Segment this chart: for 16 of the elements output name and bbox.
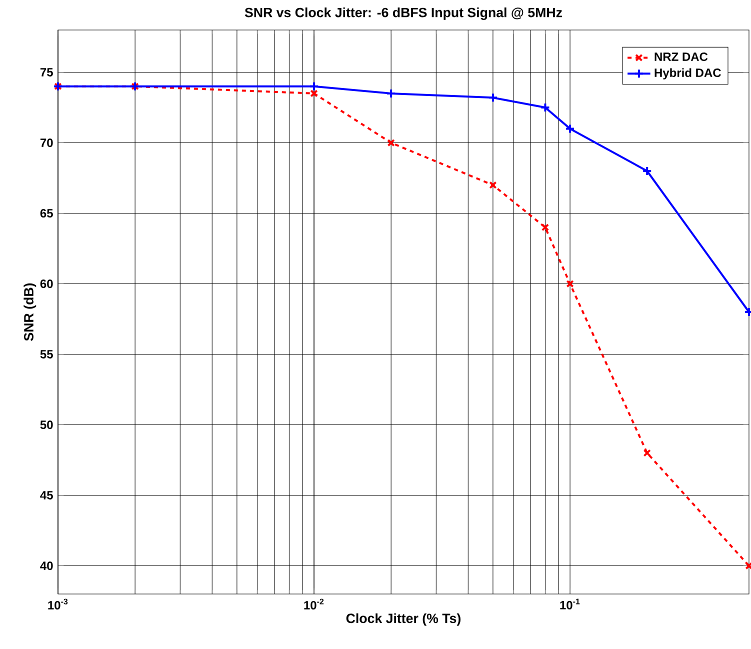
y-tick-label: 50	[40, 420, 53, 430]
y-tick-label: 60	[40, 280, 53, 288]
x-axis-title: Clock Jitter (% Ts)	[346, 613, 460, 626]
y-tick-label: 55	[40, 350, 53, 358]
legend-label: Hybrid DAC	[654, 68, 721, 80]
y-tick-label: 45	[40, 491, 53, 500]
x-tick-label: 10$^{-3}$	[48, 598, 68, 610]
x-tick-label: 10$^{-2}$	[304, 598, 324, 610]
y-tick-label: 65	[40, 209, 53, 218]
y-tick-label: 75	[40, 68, 53, 76]
y-axis-title: SNR (dB)	[24, 283, 36, 341]
legend-label: NRZ DAC	[654, 52, 708, 62]
x-tick-label: 10$^{-1}$	[560, 598, 580, 610]
chart-title: SNR vs Clock Jitter: -6 dBFS Input Signal @ 5MHz	[244, 7, 562, 20]
y-tick-label: 40	[40, 562, 53, 570]
y-tick-label: 70	[40, 138, 53, 148]
